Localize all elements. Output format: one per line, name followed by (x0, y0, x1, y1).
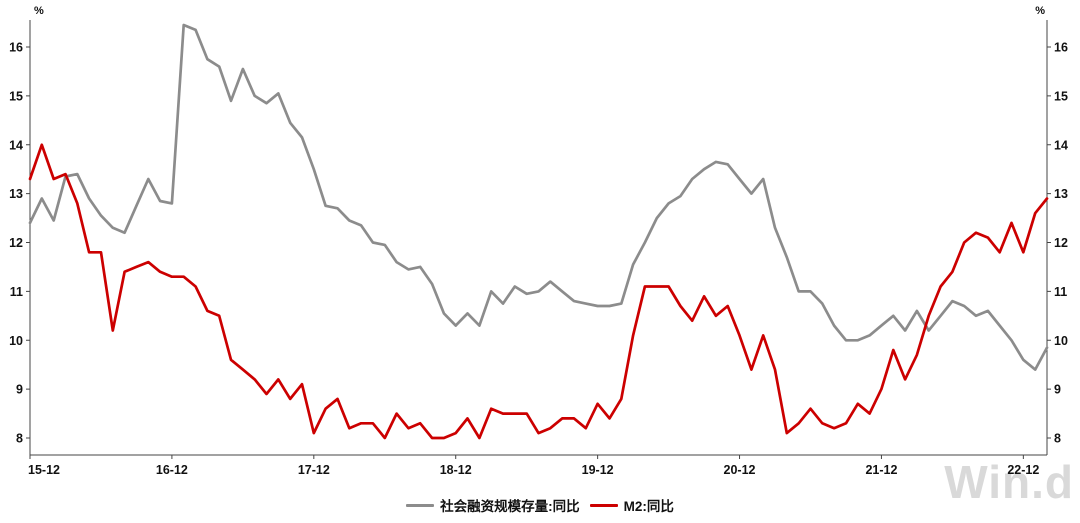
svg-text:12: 12 (9, 236, 23, 250)
svg-text:18-12: 18-12 (440, 463, 472, 477)
svg-text:8: 8 (16, 432, 23, 446)
svg-text:9: 9 (16, 383, 23, 397)
svg-text:21-12: 21-12 (865, 463, 897, 477)
svg-text:19-12: 19-12 (582, 463, 614, 477)
legend-swatch-tsf (406, 503, 435, 507)
chart-legend: 社会融资规模存量:同比 M2:同比 (0, 495, 1080, 515)
svg-text:12: 12 (1054, 236, 1068, 250)
legend-item-tsf: 社会融资规模存量:同比 (406, 495, 580, 515)
svg-text:%: % (1035, 5, 1045, 17)
svg-text:14: 14 (1054, 138, 1068, 152)
legend-swatch-m2 (589, 503, 618, 507)
svg-text:10: 10 (9, 334, 23, 348)
svg-text:11: 11 (1054, 285, 1067, 299)
svg-text:8: 8 (1054, 432, 1061, 446)
svg-text:%: % (34, 5, 44, 17)
svg-text:9: 9 (1054, 383, 1061, 397)
legend-label-tsf: 社会融资规模存量:同比 (440, 499, 580, 514)
legend-label-m2: M2:同比 (623, 499, 674, 514)
svg-text:22-12: 22-12 (1007, 463, 1039, 477)
svg-text:11: 11 (10, 285, 23, 299)
svg-text:16: 16 (9, 41, 23, 55)
svg-text:20-12: 20-12 (724, 463, 756, 477)
wind-watermark: Win.d (944, 456, 1074, 508)
svg-text:17-12: 17-12 (298, 463, 330, 477)
svg-text:14: 14 (9, 138, 23, 152)
svg-text:16-12: 16-12 (156, 463, 188, 477)
svg-text:13: 13 (1054, 187, 1068, 201)
svg-text:15-12: 15-12 (28, 463, 60, 477)
legend-item-m2: M2:同比 (589, 495, 674, 515)
svg-text:10: 10 (1054, 334, 1068, 348)
svg-text:13: 13 (9, 187, 23, 201)
svg-text:16: 16 (1054, 41, 1068, 55)
svg-text:15: 15 (1054, 89, 1068, 103)
svg-text:15: 15 (9, 89, 23, 103)
